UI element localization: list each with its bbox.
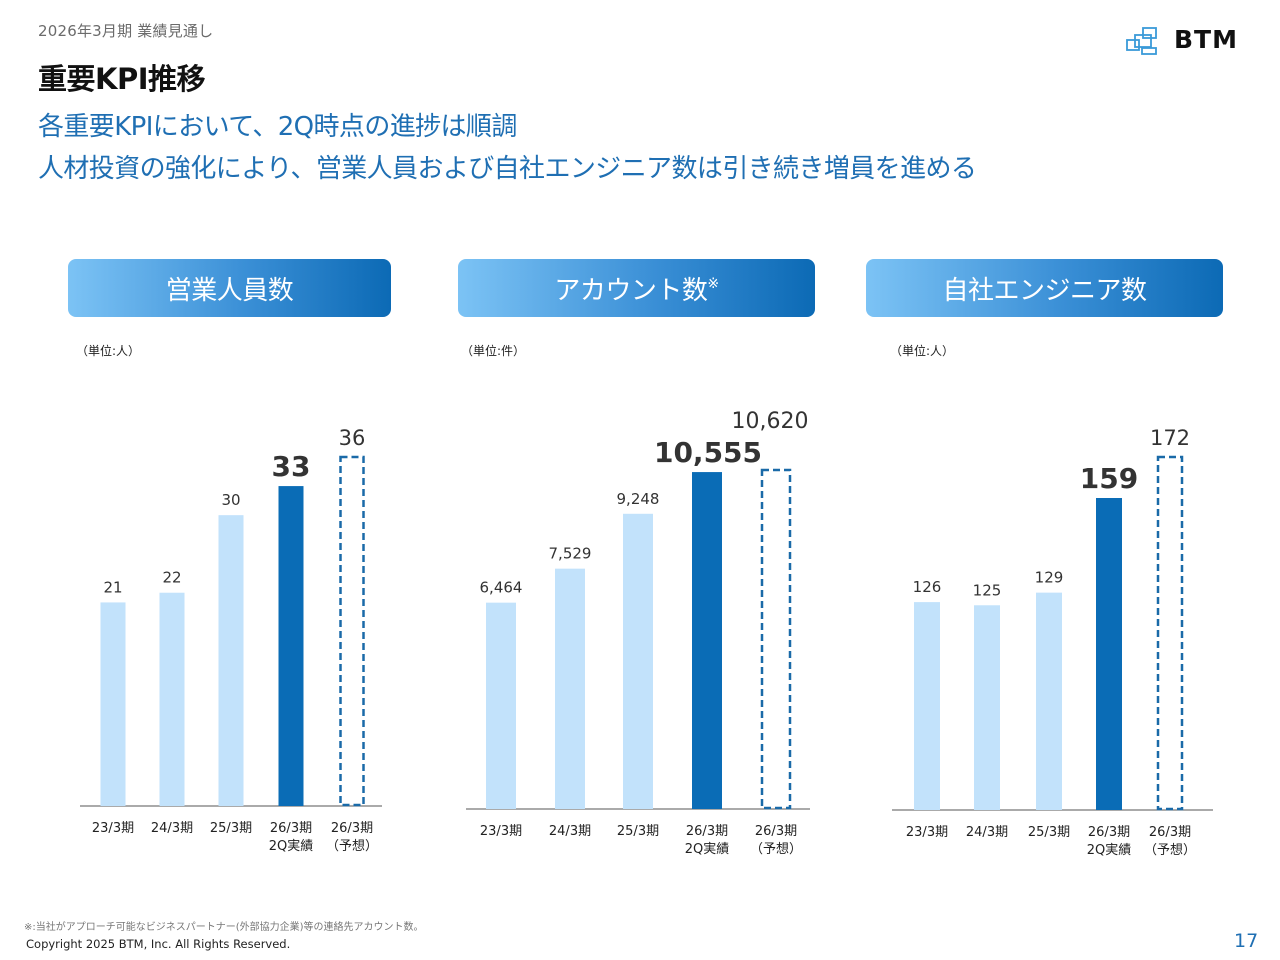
bar-past [914, 602, 940, 810]
sales-staff-chart: 21 23/3期 22 24/3期 30 25/3期 33 26/3期 2Q実績 36 26/3期 （… [80, 426, 382, 854]
category-label: 26/3期 [686, 824, 728, 839]
category-label: 24/3期 [549, 824, 591, 839]
category-label: 26/3期 [1088, 825, 1130, 840]
value-label: 126 [913, 578, 942, 596]
value-label: 10,620 [732, 409, 809, 434]
value-label: 21 [103, 578, 122, 596]
category-label: 25/3期 [210, 821, 252, 836]
copyright: Copyright 2025 BTM, Inc. All Rights Rese… [26, 937, 291, 951]
accounts-chart: 6,464 23/3期 7,529 24/3期 9,248 25/3期 10,555 26/3… [466, 409, 810, 857]
category-label: （予想） [326, 838, 378, 854]
category-label: 26/3期 [1149, 825, 1191, 840]
panel-header-sales-staff: 営業人員数 [68, 259, 391, 317]
value-label: 30 [221, 491, 240, 509]
bar-past [486, 602, 516, 809]
panel-title-note: ※ [707, 276, 719, 292]
page-number: 17 [1234, 930, 1259, 952]
bar-forecast [760, 468, 792, 810]
panel-header-engineers: 自社エンジニア数 [866, 259, 1223, 317]
value-label: 10,555 [654, 436, 762, 469]
section-eyebrow: 2026年3月期 業績見通し [38, 22, 214, 40]
panel-header-accounts: アカウント数 ※ [458, 259, 815, 317]
panel-title: 営業人員数 [165, 275, 294, 306]
bar-forecast [1156, 455, 1184, 811]
category-label: 23/3期 [906, 825, 948, 840]
category-label: 24/3期 [151, 821, 193, 836]
value-label: 22 [162, 569, 181, 587]
bar-past [1036, 592, 1062, 810]
bar-forecast [339, 455, 365, 807]
category-label: 23/3期 [480, 824, 522, 839]
page-title: 重要KPI推移 [38, 62, 206, 96]
bar-past [623, 513, 653, 809]
bar-actual [692, 472, 722, 809]
value-label: 172 [1150, 426, 1190, 450]
footnote: ※:当社がアプローチ可能なビジネスパートナー(外部協力企業)等の連絡先アカウント… [24, 922, 424, 933]
unit-label: （単位:件） [461, 344, 526, 358]
lead-line-2: 人材投資の強化により、営業人員および自社エンジニア数は引き続き増員を進める [38, 154, 977, 184]
value-label: 129 [1035, 569, 1064, 587]
category-label: 2Q実績 [269, 838, 314, 854]
lead-line-1: 各重要KPIにおいて、2Q時点の進捗は順調 [38, 112, 517, 142]
unit-label: （単位:人） [890, 344, 955, 358]
category-label: （予想） [1144, 842, 1196, 858]
logo-mark-icon [1126, 27, 1157, 55]
value-label: 125 [973, 581, 1002, 599]
bar-actual [1096, 498, 1122, 810]
logo-text: BTM [1174, 25, 1238, 54]
category-label: 24/3期 [966, 825, 1008, 840]
bar-actual [278, 486, 304, 806]
bar-past [159, 592, 185, 806]
btm-logo: BTM [1126, 25, 1252, 58]
panel-title: アカウント数 [554, 275, 708, 306]
bar-past [100, 602, 126, 806]
value-label: 6,464 [480, 579, 523, 597]
bar-past [555, 568, 585, 809]
value-label: 159 [1080, 462, 1138, 495]
value-label: 7,529 [549, 545, 592, 563]
category-label: 26/3期 [270, 821, 312, 836]
value-label: 9,248 [617, 490, 660, 508]
category-label: 2Q実績 [685, 841, 730, 857]
category-label: 26/3期 [755, 824, 797, 839]
category-label: 25/3期 [617, 824, 659, 839]
value-label: 33 [272, 450, 311, 483]
category-label: 25/3期 [1028, 825, 1070, 840]
panel-title: 自社エンジニア数 [942, 275, 1147, 306]
category-label: 23/3期 [92, 821, 134, 836]
bar-past [218, 515, 244, 806]
category-label: 2Q実績 [1087, 842, 1132, 858]
bar-past [974, 605, 1000, 810]
category-label: （予想） [750, 841, 802, 857]
engineers-chart: 126 23/3期 125 24/3期 129 25/3期 159 26/3期 2Q実績 172 2… [892, 426, 1213, 858]
unit-label: （単位:人） [76, 344, 141, 358]
category-label: 26/3期 [331, 821, 373, 836]
value-label: 36 [339, 426, 366, 450]
